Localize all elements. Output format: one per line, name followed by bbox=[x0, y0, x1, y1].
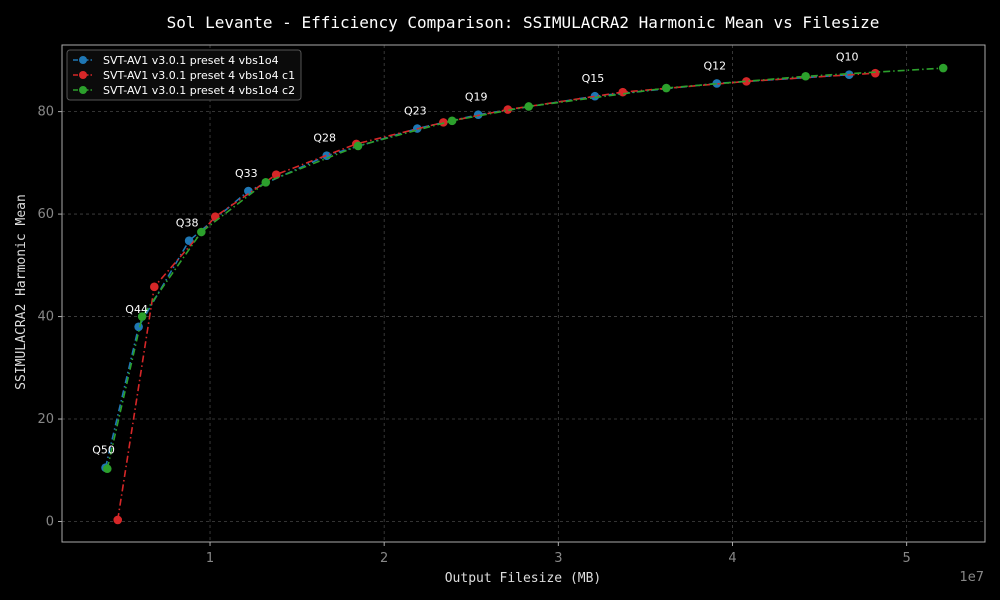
point-annotation: Q23 bbox=[404, 105, 427, 118]
series-1 bbox=[101, 70, 854, 473]
data-point bbox=[618, 87, 628, 97]
data-point bbox=[197, 227, 206, 237]
data-point bbox=[938, 63, 948, 73]
data-point bbox=[447, 116, 457, 126]
data-point bbox=[102, 464, 112, 474]
data-point bbox=[801, 71, 810, 81]
legend-marker bbox=[79, 56, 87, 64]
data-point bbox=[712, 79, 722, 88]
y-tick-label: 40 bbox=[37, 310, 54, 325]
data-point bbox=[353, 141, 363, 151]
point-annotation: Q19 bbox=[465, 91, 488, 104]
data-point bbox=[113, 515, 123, 525]
data-point bbox=[134, 322, 143, 332]
x-axis-label: Output Filesize (MB) bbox=[445, 571, 602, 586]
data-point bbox=[524, 102, 534, 111]
point-annotation: Q28 bbox=[313, 132, 336, 145]
y-tick-label: 80 bbox=[37, 105, 54, 120]
series-2 bbox=[113, 68, 880, 525]
axis-ticks: 1 2 3 4 5 0 20 40 60 80 bbox=[37, 105, 910, 566]
legend-entry-label: SVT-AV1 v3.0.1 preset 4 vbs1o4 c1 bbox=[103, 69, 295, 82]
series-line bbox=[106, 67, 944, 469]
point-annotation: Q15 bbox=[582, 72, 605, 85]
legend-entry-label: SVT-AV1 v3.0.1 preset 4 vbs1o4 bbox=[103, 54, 279, 67]
x-tick-label: 1 bbox=[206, 551, 214, 566]
y-tick-label: 20 bbox=[37, 412, 54, 427]
x-tick-label: 4 bbox=[728, 551, 736, 566]
point-annotation: Q10 bbox=[836, 51, 859, 64]
data-point bbox=[137, 312, 147, 321]
data-point bbox=[261, 178, 271, 187]
x-tick-label: 5 bbox=[902, 551, 910, 566]
series-layer bbox=[101, 63, 948, 525]
annotations: Q50 Q44 Q38 Q33 Q28 Q23 Q19 Q15 Q12 Q10 bbox=[92, 51, 858, 457]
point-annotation: Q44 bbox=[125, 303, 148, 316]
data-point bbox=[184, 236, 194, 246]
y-tick-label: 0 bbox=[46, 515, 54, 530]
point-annotation: Q38 bbox=[176, 217, 199, 230]
series-line bbox=[104, 73, 850, 468]
legend-entry-label: SVT-AV1 v3.0.1 preset 4 vbs1o4 c2 bbox=[103, 84, 295, 97]
data-point bbox=[503, 105, 513, 114]
series-line bbox=[116, 72, 876, 521]
y-axis-label: SSIMULACRA2 Harmonic Mean bbox=[14, 194, 29, 390]
legend-marker bbox=[79, 71, 87, 79]
plot-area bbox=[61, 44, 986, 543]
point-annotation: Q12 bbox=[703, 59, 726, 72]
legend-marker bbox=[79, 86, 87, 94]
grid bbox=[62, 45, 985, 542]
chart-title: Sol Levante - Efficiency Comparison: SSI… bbox=[167, 13, 880, 32]
x-tick-label: 3 bbox=[554, 551, 562, 566]
point-annotation: Q33 bbox=[235, 167, 258, 180]
series-3 bbox=[102, 63, 948, 474]
data-point bbox=[742, 77, 751, 86]
x-axis-offset-label: 1e7 bbox=[959, 570, 984, 585]
legend: SVT-AV1 v3.0.1 preset 4 vbs1o4 SVT-AV1 v3… bbox=[66, 49, 302, 101]
y-tick-label: 60 bbox=[37, 207, 54, 222]
data-point bbox=[870, 68, 880, 78]
data-point bbox=[150, 282, 159, 292]
data-point bbox=[662, 83, 671, 93]
data-point bbox=[590, 91, 600, 101]
point-annotation: Q50 bbox=[92, 444, 115, 457]
x-tick-label: 2 bbox=[380, 551, 388, 566]
legend-box bbox=[66, 49, 302, 101]
